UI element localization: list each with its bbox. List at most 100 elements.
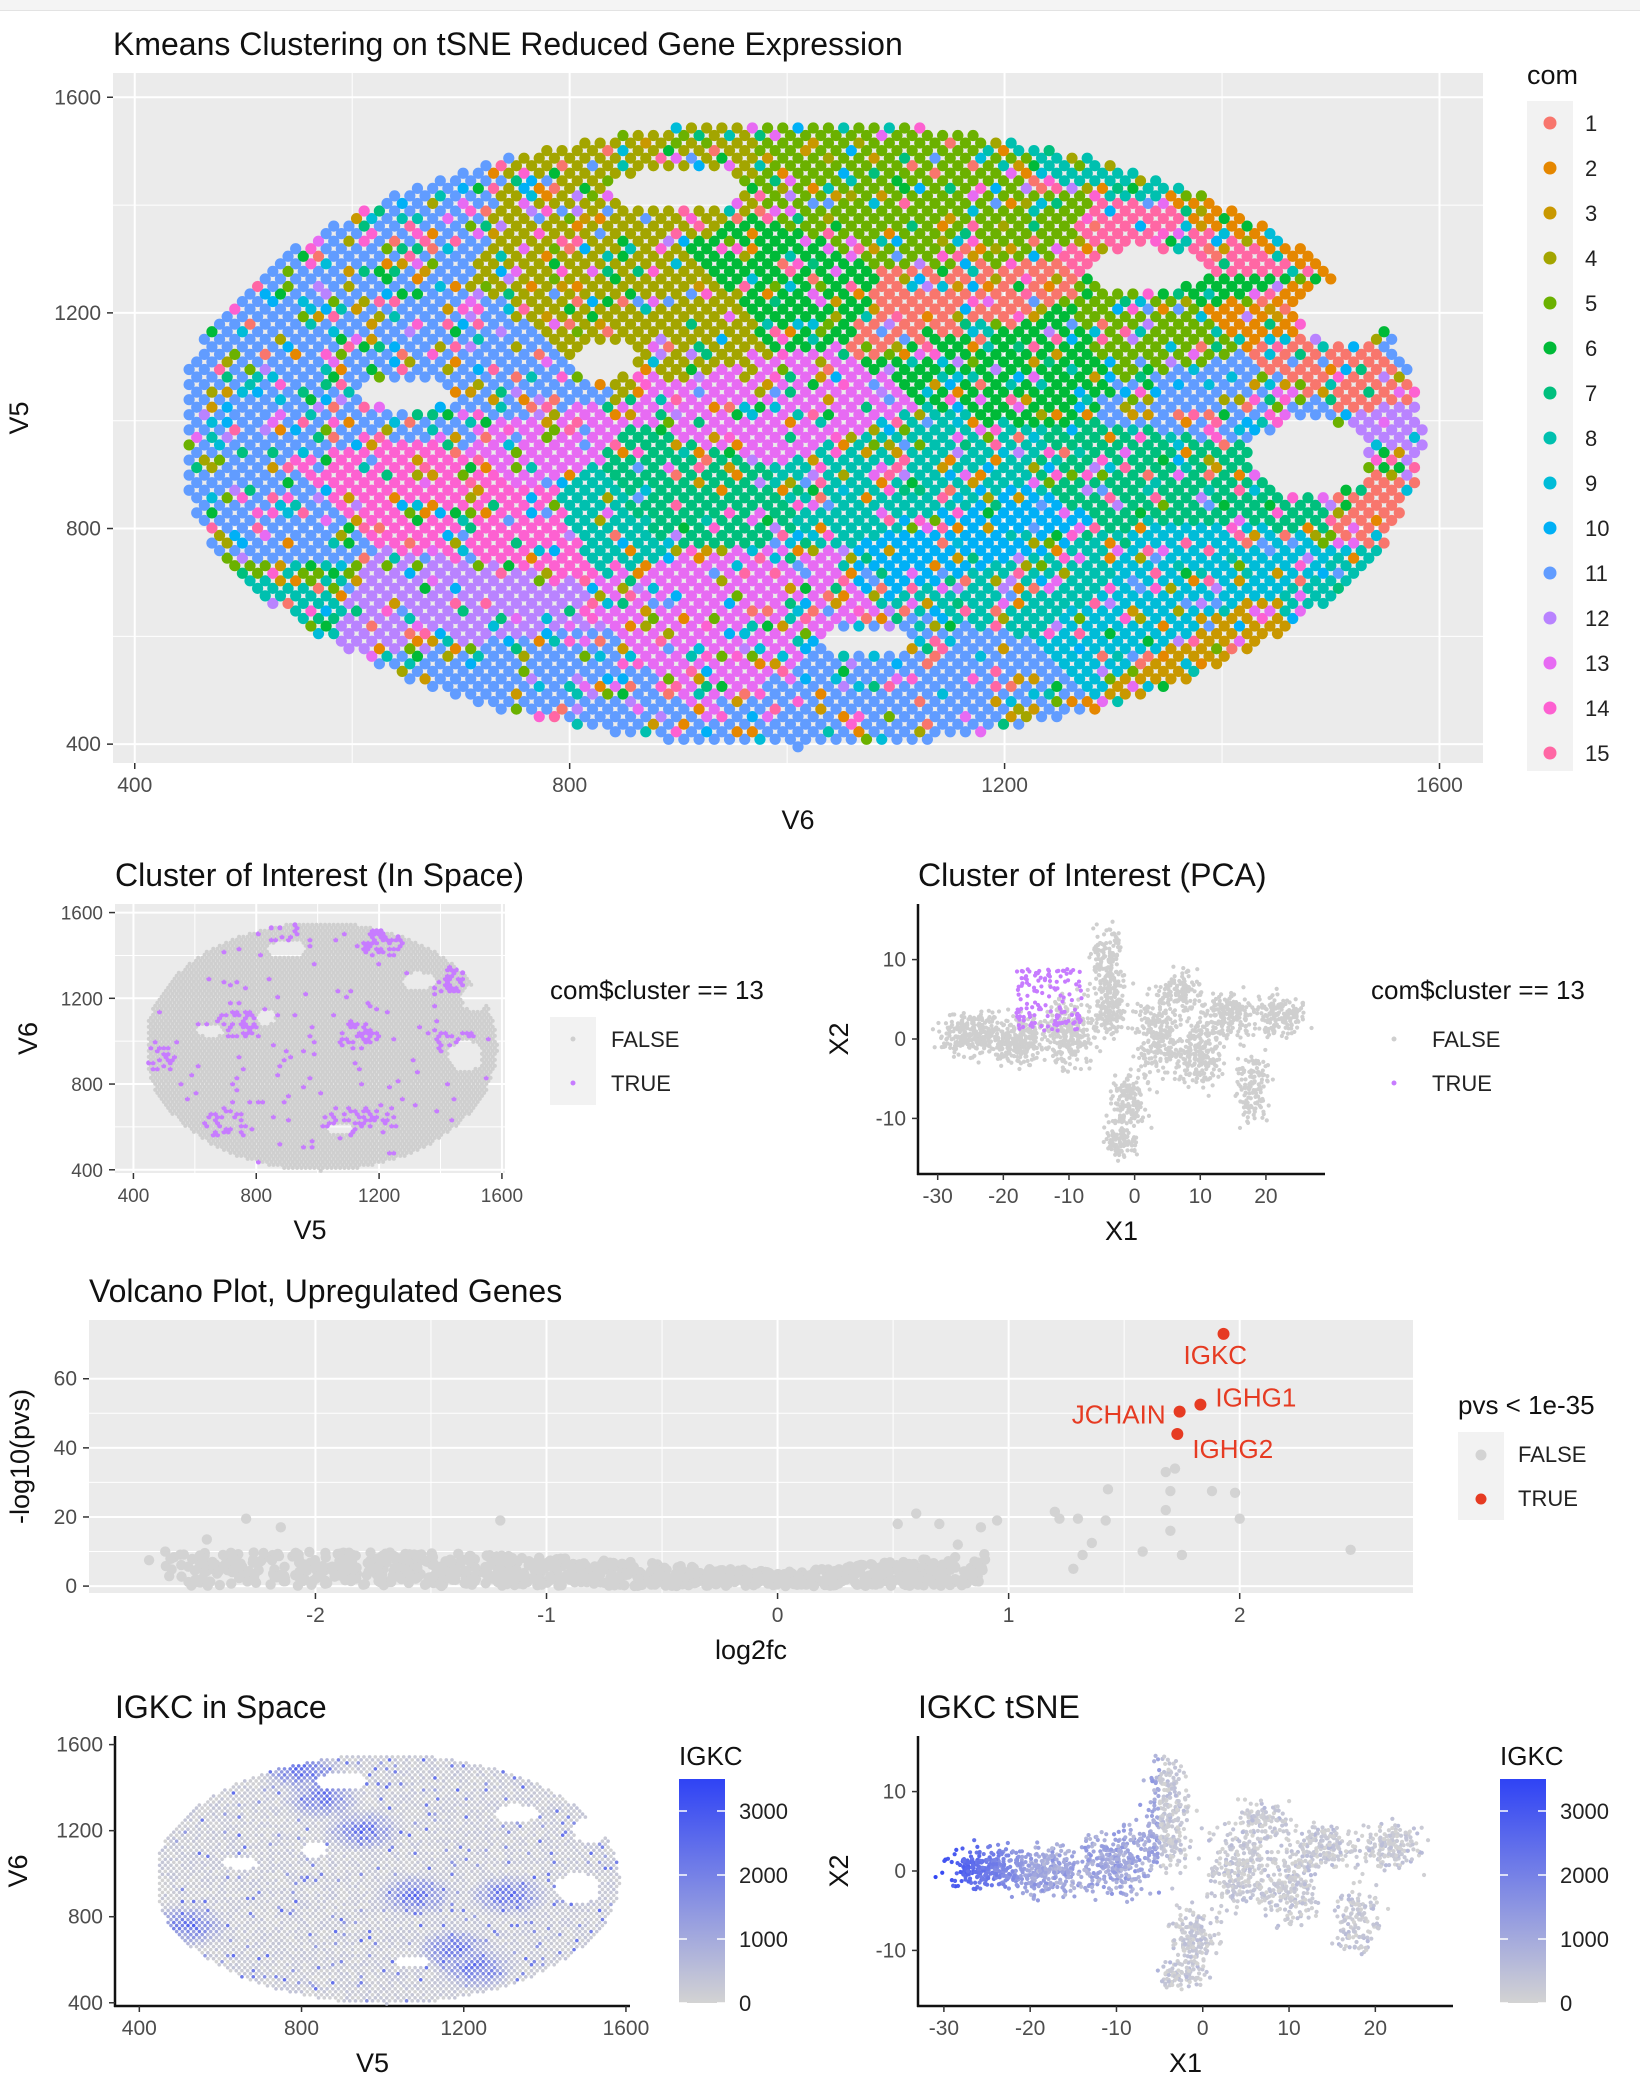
cluster-point	[655, 680, 667, 693]
cluster-point	[670, 695, 682, 708]
cluster-point	[663, 733, 675, 745]
cluster-point	[708, 205, 720, 217]
cluster-point	[495, 658, 507, 670]
cluster-point	[670, 680, 682, 693]
cluster-point	[876, 688, 888, 700]
cluster-point	[944, 711, 956, 723]
cluster-point	[982, 643, 994, 655]
y-axis-title: V5	[4, 401, 34, 434]
cluster-point	[480, 643, 492, 655]
cluster-point	[510, 703, 522, 715]
cluster-point	[792, 680, 804, 693]
cluster-point	[541, 658, 553, 670]
cluster-point	[1013, 643, 1025, 655]
cluster-point	[1195, 658, 1207, 670]
cluster-point	[701, 665, 713, 677]
cluster-point	[632, 688, 644, 700]
cluster-point	[906, 703, 918, 715]
cluster-point	[845, 658, 857, 670]
cluster-point	[815, 733, 827, 745]
cluster-point	[1020, 711, 1032, 723]
cluster-point	[1096, 695, 1109, 708]
cluster-point	[769, 733, 781, 745]
cluster-point	[898, 665, 911, 677]
cluster-point	[883, 680, 895, 693]
cluster-point	[556, 658, 568, 670]
cluster-point	[731, 695, 743, 708]
cluster-point	[1127, 680, 1139, 693]
cluster-point	[533, 650, 545, 662]
cluster-point	[624, 726, 637, 738]
y-tick-label: 1600	[54, 86, 101, 109]
cluster-point	[845, 733, 857, 745]
cluster-point	[769, 643, 781, 655]
cluster-point	[929, 680, 941, 693]
cluster-point	[967, 703, 979, 715]
cluster-point	[906, 733, 918, 745]
cluster-point	[1035, 711, 1048, 723]
cluster-point	[518, 665, 530, 677]
cluster-point	[472, 635, 484, 647]
cluster-point	[1127, 288, 1139, 300]
cluster-point	[624, 650, 637, 662]
cluster-point	[480, 658, 492, 670]
cluster-point	[586, 688, 599, 700]
cluster-point	[746, 665, 758, 677]
cluster-point	[571, 673, 583, 685]
cluster-point	[617, 688, 629, 700]
cluster-point	[876, 733, 888, 745]
cluster-point	[1035, 680, 1048, 693]
cluster-point	[609, 711, 621, 723]
cluster-point	[937, 643, 949, 655]
cluster-point	[609, 635, 621, 647]
cluster-point	[990, 635, 1002, 647]
cluster-point	[533, 665, 545, 677]
cluster-point	[685, 680, 698, 693]
cluster-point	[487, 680, 500, 693]
cluster-point	[716, 665, 728, 677]
cluster-point	[663, 205, 675, 217]
cluster-point	[556, 673, 568, 685]
cluster-point	[1165, 643, 1177, 655]
cluster-point	[754, 673, 766, 685]
cluster-point	[1302, 492, 1314, 504]
cluster-point	[739, 718, 751, 730]
cluster-point	[800, 733, 812, 745]
cluster-point	[419, 658, 431, 670]
cluster-point	[1142, 288, 1154, 300]
cluster-point	[457, 680, 469, 693]
cluster-point	[1051, 680, 1063, 693]
cluster-point	[647, 703, 659, 715]
cluster-point	[503, 680, 515, 693]
cluster-point	[853, 711, 865, 723]
cluster-point	[434, 673, 446, 685]
cluster-point	[586, 703, 599, 715]
cluster-point	[1112, 650, 1124, 662]
cluster-point	[898, 711, 911, 723]
cluster-point	[777, 711, 789, 723]
cluster-point	[449, 673, 462, 685]
cluster-point	[655, 635, 667, 647]
cluster-point	[579, 635, 591, 647]
cluster-point	[1020, 680, 1032, 693]
cluster-point	[594, 680, 606, 693]
cluster-point	[640, 650, 652, 662]
cluster-point	[564, 680, 576, 693]
cluster-point	[967, 688, 979, 700]
cluster-point	[541, 673, 553, 685]
cluster-point	[769, 658, 781, 670]
cluster-point	[472, 665, 484, 677]
cluster-point	[800, 673, 812, 685]
cluster-point	[883, 711, 895, 723]
cluster-point	[335, 635, 347, 647]
cluster-point	[1203, 650, 1215, 662]
cluster-point	[373, 658, 385, 670]
x-tick-label: 1600	[1416, 774, 1463, 797]
cluster-point	[784, 658, 796, 670]
cluster-point	[739, 673, 751, 685]
cluster-point	[1112, 635, 1124, 647]
cluster-point	[678, 205, 690, 217]
cluster-point	[404, 658, 416, 670]
cluster-point	[731, 726, 743, 738]
cluster-point	[1013, 673, 1025, 685]
